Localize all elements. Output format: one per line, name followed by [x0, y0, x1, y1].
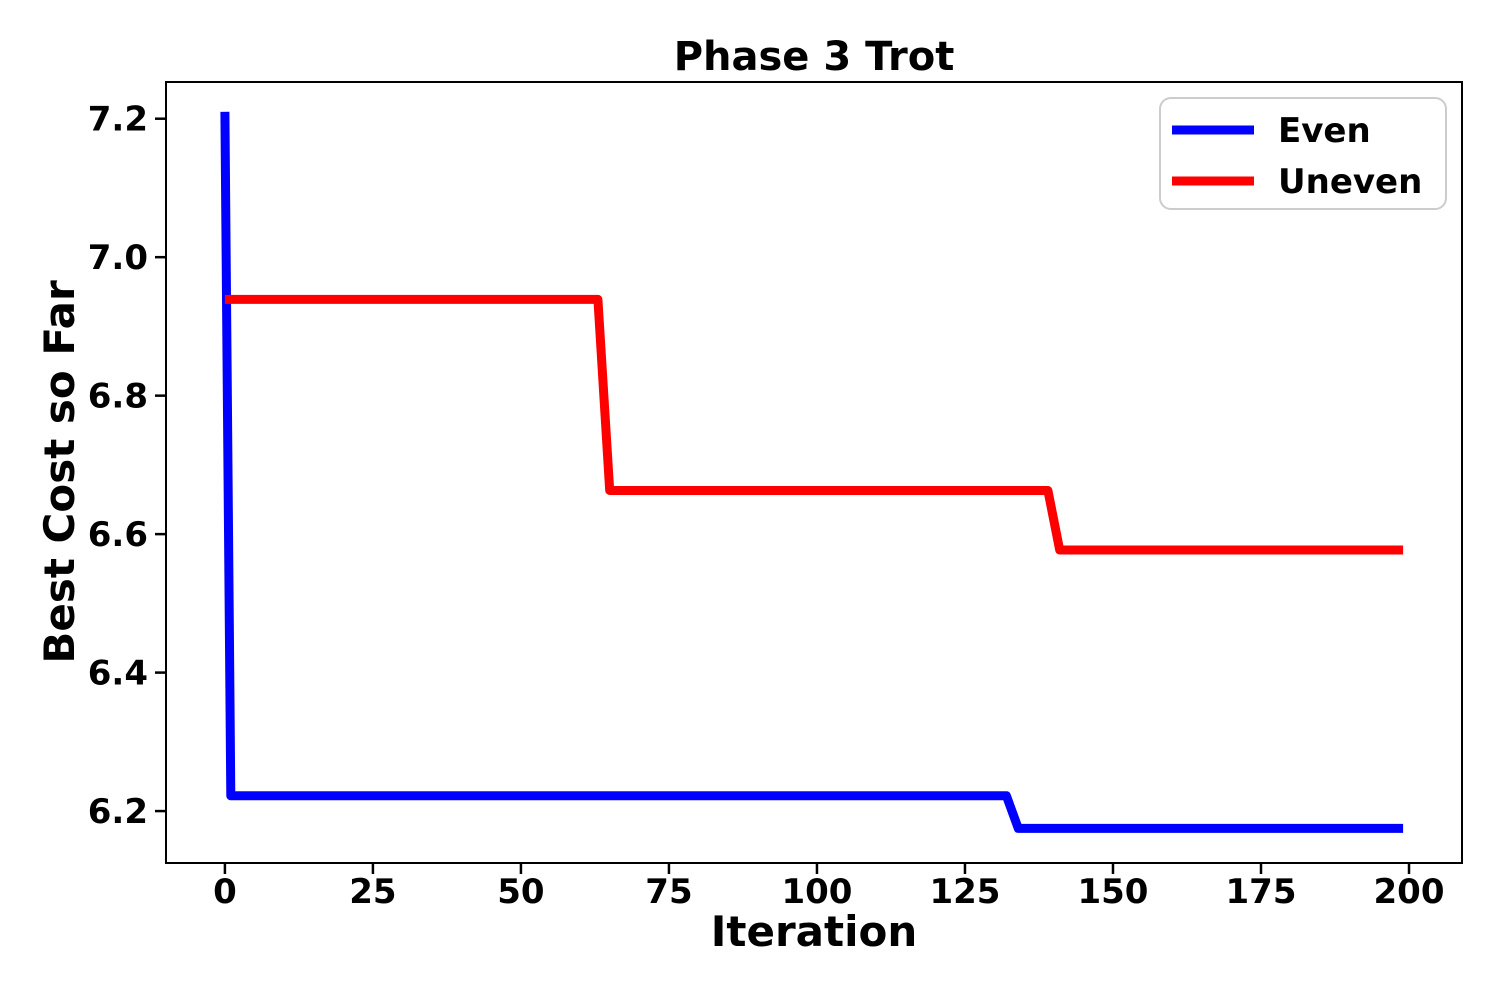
x-tick-label: 200 [1374, 872, 1445, 912]
x-axis: 0 25 50 75 100 125 150 175 200 [213, 863, 1445, 912]
series-line-even [220, 111, 1404, 833]
x-tick-label: 125 [929, 872, 1000, 912]
series-line-uneven [224, 294, 1404, 555]
y-axis: 6.2 6.4 6.6 6.8 7.0 7.2 [88, 100, 166, 832]
y-tick-label: 6.8 [88, 377, 148, 417]
x-tick-label: 150 [1077, 872, 1148, 912]
plot-area [165, 81, 1463, 864]
x-tick-label: 0 [213, 872, 237, 912]
x-tick-label: 50 [497, 872, 544, 912]
chart-title: Phase 3 Trot [674, 34, 955, 80]
y-tick-label: 7.0 [88, 238, 148, 278]
x-tick-label: 100 [781, 872, 852, 912]
legend-label-even: Even [1278, 111, 1371, 151]
legend-label-uneven: Uneven [1278, 162, 1422, 202]
x-tick-label: 175 [1226, 872, 1297, 912]
y-tick-label: 6.6 [88, 515, 148, 555]
y-tick-label: 6.4 [88, 654, 148, 694]
y-tick-label: 6.2 [88, 792, 148, 832]
legend: Even Uneven [1159, 97, 1447, 210]
series-lines [220, 111, 1404, 833]
y-axis-label: Best Cost so Far [35, 280, 84, 664]
y-tick-label: 7.2 [88, 100, 148, 140]
x-tick-label: 75 [645, 872, 692, 912]
x-axis-label: Iteration [711, 907, 917, 956]
x-tick-label: 25 [349, 872, 396, 912]
